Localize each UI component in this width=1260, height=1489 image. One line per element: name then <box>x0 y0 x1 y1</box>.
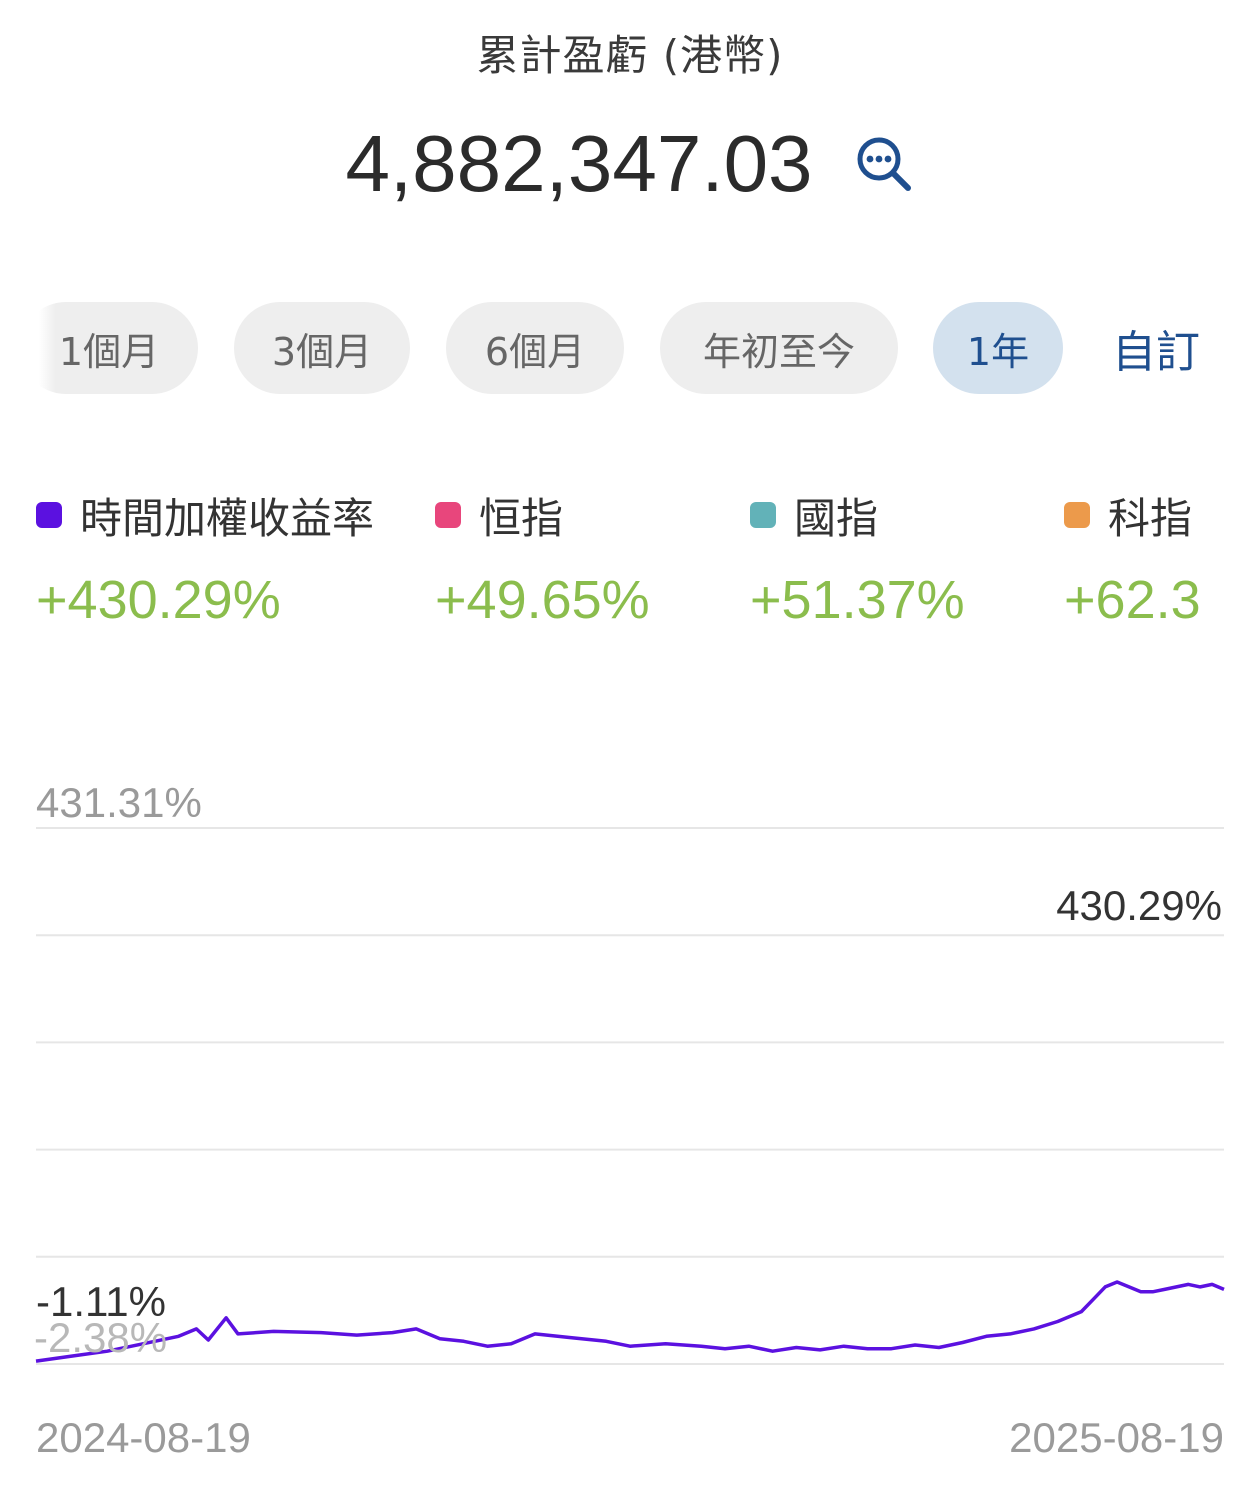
y-min-label-primary: -1.11% <box>36 1278 166 1325</box>
legend-swatch-hsi <box>435 502 461 528</box>
legend-item-hsi[interactable]: 恒指 +49.65% <box>435 485 650 631</box>
end-value-label: 430.29% <box>1056 882 1222 929</box>
legend: 時間加權收益率 +430.29% 恒指 +49.65% 國指 +51.37% 科… <box>0 485 1260 635</box>
legend-swatch-twr <box>36 502 62 528</box>
legend-value-hscei: +51.37% <box>750 570 965 630</box>
tabs-fade-mask <box>0 302 56 396</box>
y-max-label: 431.31% <box>36 779 202 826</box>
total-profit-value: 4,882,347.03 <box>345 119 813 208</box>
legend-item-hstech[interactable]: 科指 +62.3 <box>1064 485 1201 631</box>
legend-value-hstech: +62.3 <box>1064 570 1201 630</box>
x-axis-start-label: 2024-08-19 <box>36 1414 251 1461</box>
series-line <box>35 1280 1225 1363</box>
tab-year-to-date[interactable]: 年初至今 <box>660 302 898 394</box>
tab-1-year[interactable]: 1年 <box>933 302 1063 394</box>
legend-value-hsi: +49.65% <box>435 570 650 630</box>
legend-swatch-hscei <box>750 502 776 528</box>
page-title: 累計盈虧 (港幣) <box>476 31 784 80</box>
legend-name-hsi: 恒指 <box>479 493 564 543</box>
legend-name-hstech: 科指 <box>1108 493 1193 543</box>
tab-3-months[interactable]: 3個月 <box>234 302 410 394</box>
x-axis-end-label: 2025-08-19 <box>1009 1414 1224 1461</box>
y-min-label-secondary: -2.38% <box>34 1314 167 1361</box>
tab-custom[interactable]: 自訂 <box>1112 327 1200 378</box>
legend-value-twr: +430.29% <box>36 570 281 630</box>
legend-item-hscei[interactable]: 國指 +51.37% <box>750 485 965 631</box>
legend-name-twr: 時間加權收益率 <box>80 493 375 543</box>
tab-6-months[interactable]: 6個月 <box>446 302 624 394</box>
chart-gridlines <box>36 827 1224 1365</box>
legend-name-hscei: 國指 <box>794 493 879 543</box>
search-details-icon[interactable] <box>853 133 915 195</box>
period-tabs: 1個月 3個月 6個月 年初至今 1年 自訂 <box>0 302 1260 396</box>
chart-series-lines <box>35 1280 1225 1363</box>
legend-item-twr[interactable]: 時間加權收益率 +430.29% <box>36 485 374 631</box>
total-value-row: 4,882,347.03 <box>0 118 1260 210</box>
performance-line-chart[interactable]: 431.31% -2.38% -1.11% 430.29% <box>0 760 1260 1400</box>
legend-swatch-hstech <box>1064 502 1090 528</box>
